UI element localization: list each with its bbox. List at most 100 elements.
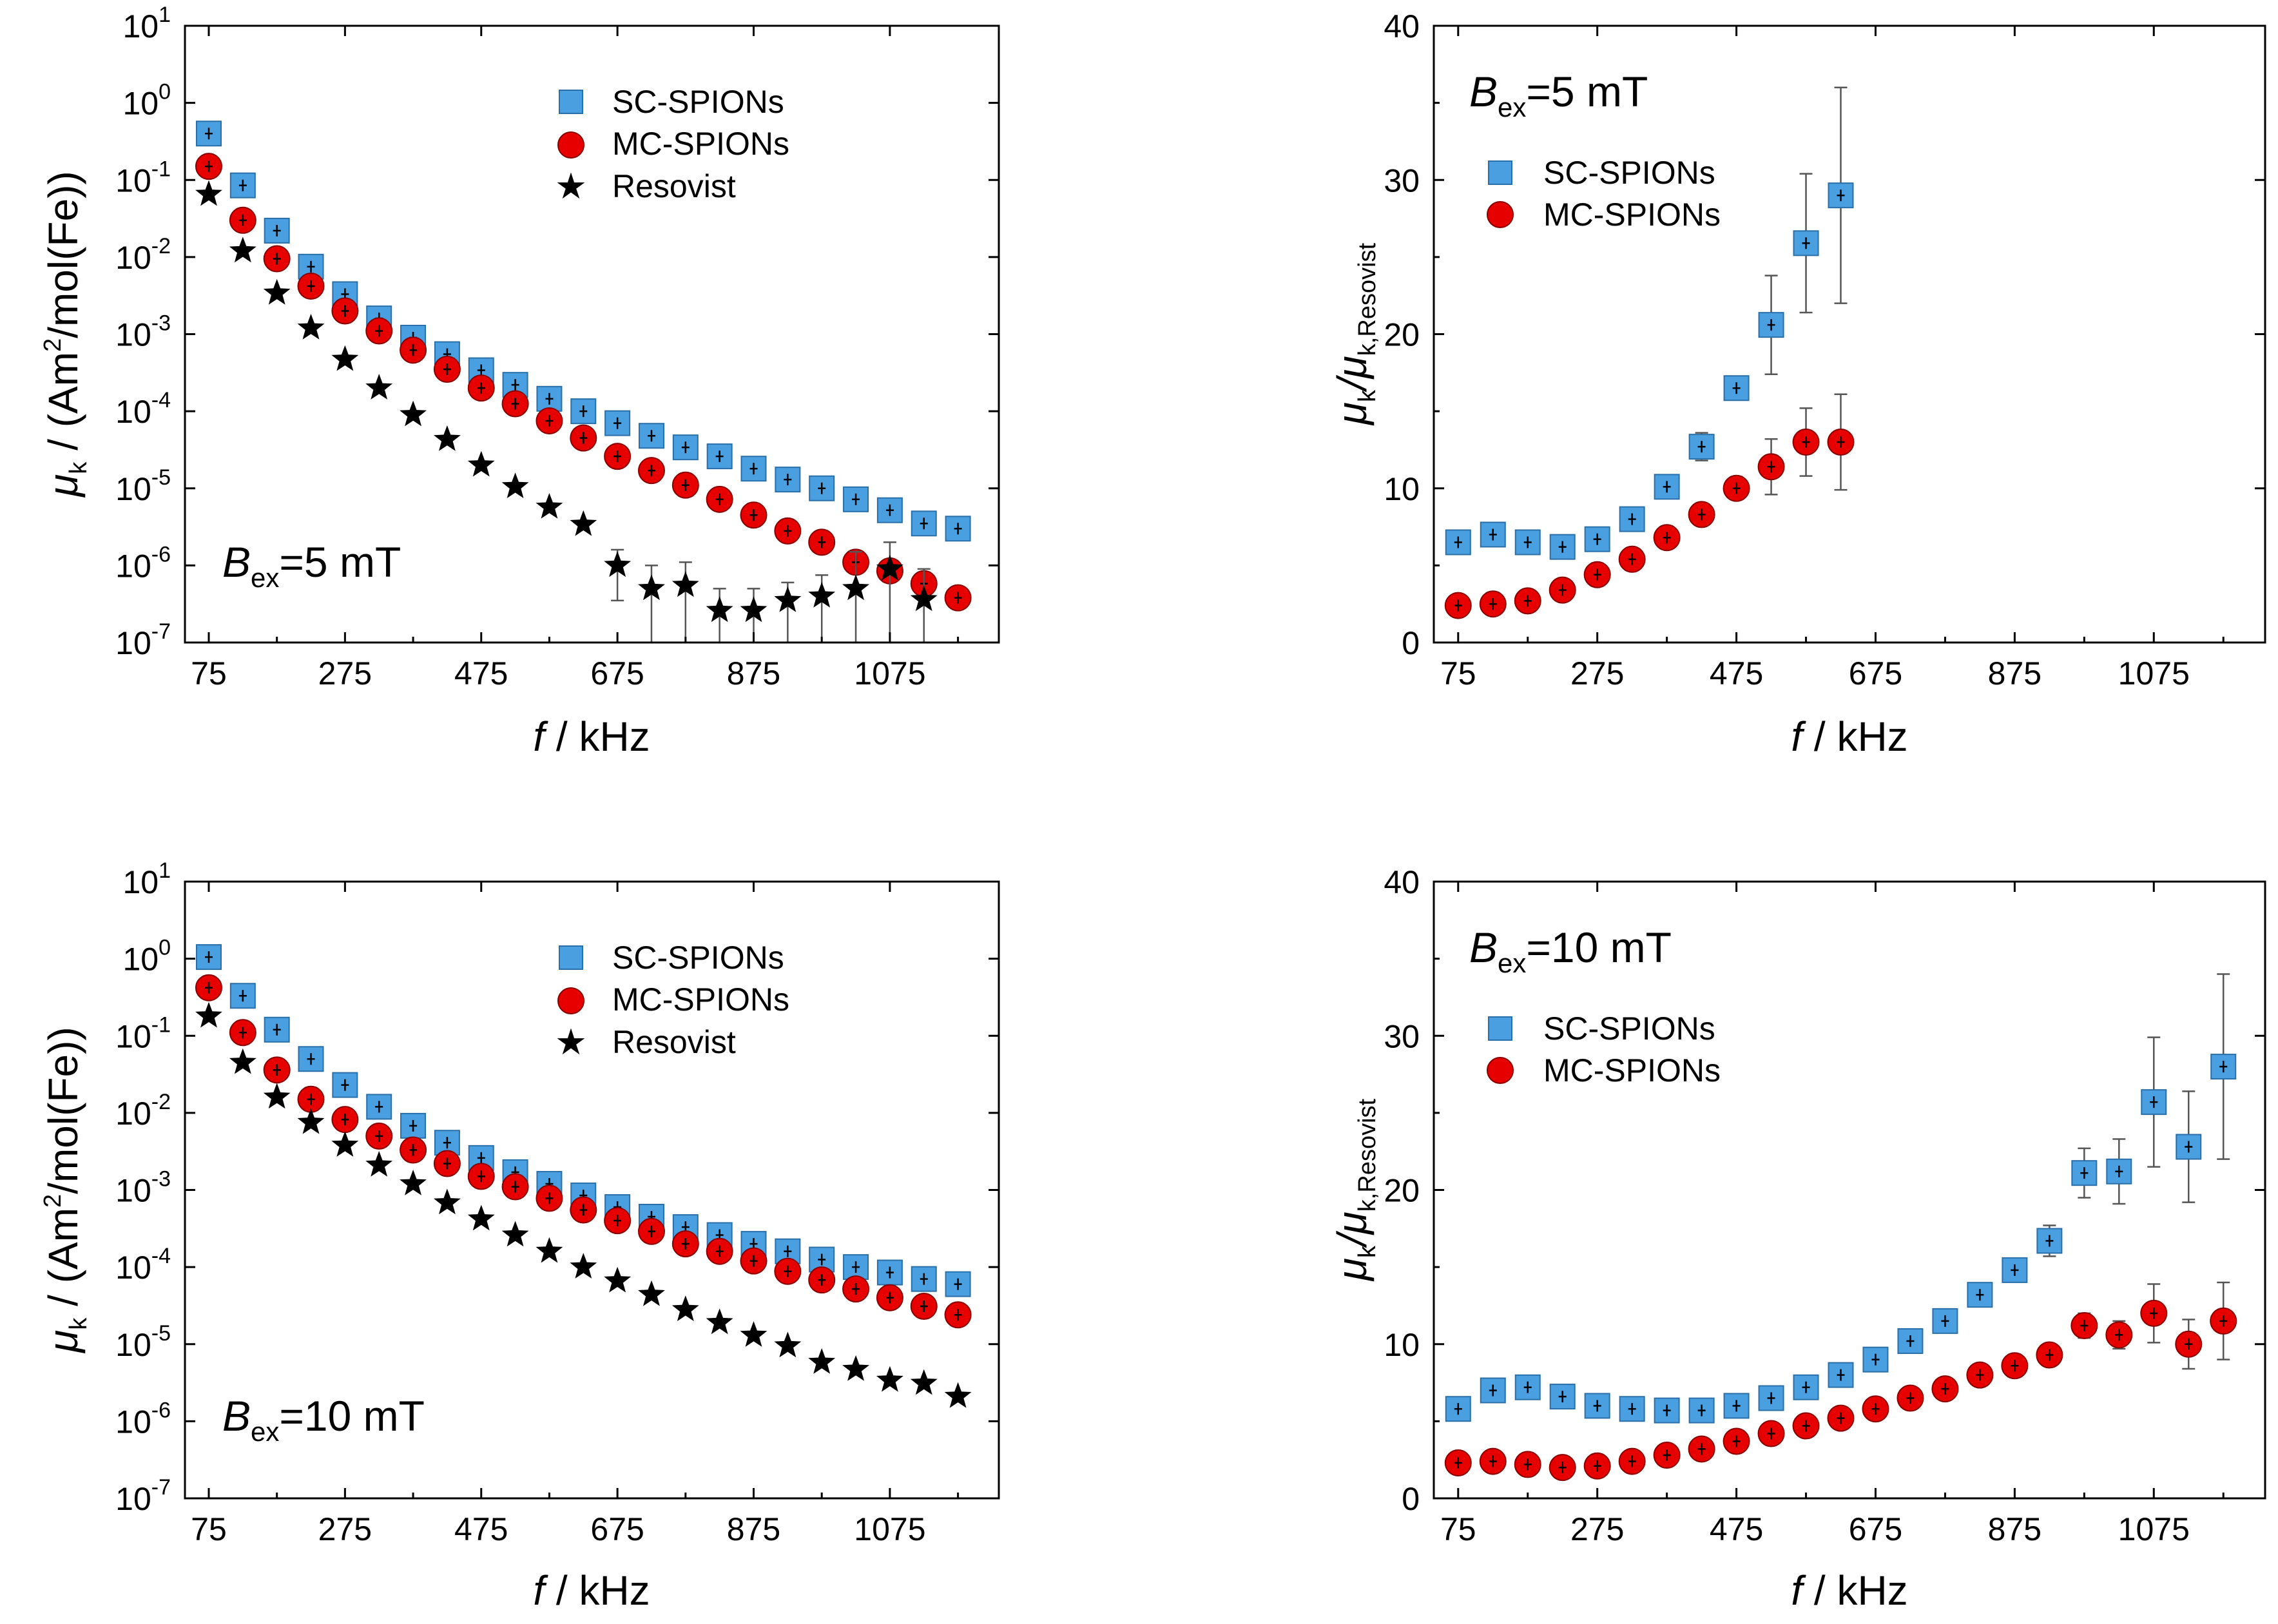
legend: SC-SPIONs MC-SPIONs xyxy=(1487,155,1721,233)
y-tick-label: 101 xyxy=(122,858,171,900)
field-annotation: Bex=5 mT xyxy=(222,538,401,593)
legend-square-marker xyxy=(559,945,583,970)
annotation-value: =10 mT xyxy=(1526,923,1672,971)
data-point-resovist xyxy=(229,1048,256,1074)
legend-label-sc: SC-SPIONs xyxy=(1543,1010,1715,1047)
data-point-resovist xyxy=(706,596,733,623)
y-tick-base: 10 xyxy=(115,317,151,353)
x-tick-label: 75 xyxy=(1440,655,1476,691)
x-tick-label: 275 xyxy=(318,655,372,691)
y-tick-base: 10 xyxy=(115,548,151,584)
y-axis-label-mid: /μ xyxy=(1329,1212,1375,1248)
x-tick-label: 875 xyxy=(1988,1511,2042,1547)
annotation-sub: ex xyxy=(251,563,279,593)
y-tick-base: 10 xyxy=(115,240,151,276)
data-point-resovist xyxy=(195,180,222,206)
data-point-resovist xyxy=(467,450,495,477)
panel-top-right-x-tick-labels: 75 275 475 675 875 1075 xyxy=(1440,655,2190,691)
legend-label-resovist: Resovist xyxy=(612,1024,736,1060)
x-tick-label: 75 xyxy=(191,655,227,691)
y-axis-label-rest: / (Am xyxy=(40,352,86,462)
y-tick-label: 40 xyxy=(1384,864,1420,900)
legend: SC-SPIONs MC-SPIONs ★ Resovist xyxy=(555,940,789,1062)
legend: SC-SPIONs MC-SPIONs ★ Resovist xyxy=(555,84,789,206)
data-point-resovist xyxy=(536,493,563,519)
annotation-sub: ex xyxy=(1498,92,1526,122)
x-tick-label: 675 xyxy=(1849,1511,1902,1547)
data-point-resovist xyxy=(604,1266,632,1293)
data-point-resovist xyxy=(434,1188,461,1215)
y-axis-label-mu: μ xyxy=(40,474,86,498)
data-point-sc xyxy=(1793,230,1819,256)
panel-bottom-right-x-tick-labels: 75 275 475 675 875 1075 xyxy=(1440,1511,2190,1547)
data-point-resovist xyxy=(638,574,665,601)
y-tick-label: 10-3 xyxy=(115,311,171,353)
panel-top-right-y-tick-labels: 0 10 20 30 40 xyxy=(1384,8,1420,661)
data-point-resovist xyxy=(536,1237,563,1263)
panel-bottom-left-marks xyxy=(195,944,972,1408)
legend-circle-marker xyxy=(557,131,584,159)
x-tick-label: 475 xyxy=(454,655,508,691)
data-point-sc xyxy=(264,217,290,244)
y-tick-exponent: 1 xyxy=(159,858,171,883)
data-point-sc xyxy=(604,410,631,436)
legend-label-sc: SC-SPIONs xyxy=(612,940,784,976)
x-tick-label: 675 xyxy=(590,1511,644,1547)
data-point-resovist xyxy=(671,1295,699,1322)
legend-label-resovist: Resovist xyxy=(612,168,736,204)
y-tick-label: 0 xyxy=(1402,1481,1420,1517)
x-tick-label: 475 xyxy=(1710,655,1763,691)
y-tick-base: 10 xyxy=(115,625,151,661)
y-axis-label: μk / (Am2/mol(Fe)) xyxy=(39,171,92,498)
y-tick-label: 10-5 xyxy=(115,465,171,507)
x-tick-label: 875 xyxy=(727,1511,780,1547)
x-axis-label-unit: / kHz xyxy=(1802,1567,1908,1614)
data-point-resovist xyxy=(876,554,903,581)
panel-bottom-right-y-tick-labels: 0 10 20 30 40 xyxy=(1384,864,1420,1517)
legend-label-mc: MC-SPIONs xyxy=(612,126,789,162)
legend-square-marker xyxy=(559,90,583,114)
x-tick-label: 1075 xyxy=(2118,1511,2190,1547)
legend-square-marker xyxy=(1488,1016,1512,1041)
y-tick-label: 101 xyxy=(122,3,171,44)
y-tick-base: 10 xyxy=(115,162,151,198)
data-point-resovist xyxy=(400,400,427,427)
data-point-resovist xyxy=(570,1253,597,1279)
data-point-resovist xyxy=(774,586,802,612)
y-axis-label-end: /mol(Fe)) xyxy=(40,1027,86,1194)
y-tick-label: 10-6 xyxy=(115,1398,171,1440)
data-point-resovist xyxy=(774,1331,802,1358)
y-tick-label: 10-1 xyxy=(115,157,171,198)
y-axis-label-sub2: k,Resovist xyxy=(1354,1098,1381,1212)
annotation-b: B xyxy=(1469,923,1498,971)
x-tick-label: 475 xyxy=(454,1511,508,1547)
y-tick-label: 100 xyxy=(122,936,171,978)
y-tick-exponent: -1 xyxy=(151,1012,171,1037)
x-tick-label: 75 xyxy=(1440,1511,1476,1547)
y-tick-label: 10-3 xyxy=(115,1167,171,1209)
x-axis-label: f / kHz xyxy=(533,713,650,760)
x-tick-label: 875 xyxy=(1988,655,2042,691)
legend-label-mc: MC-SPIONs xyxy=(612,981,789,1018)
y-axis-label-sup: 2 xyxy=(39,338,66,352)
annotation-b: B xyxy=(222,538,251,586)
y-axis-label-sub: k xyxy=(65,1317,92,1330)
data-point-resovist xyxy=(263,278,291,305)
y-axis-label-mu: μ xyxy=(1329,1258,1375,1282)
y-tick-label: 0 xyxy=(1402,625,1420,661)
legend-label-sc: SC-SPIONs xyxy=(612,84,784,120)
data-point-resovist xyxy=(331,345,359,371)
y-tick-exponent: -5 xyxy=(151,1321,171,1346)
data-point-resovist xyxy=(365,1151,393,1177)
x-tick-label: 475 xyxy=(1710,1511,1763,1547)
y-tick-label: 30 xyxy=(1384,162,1420,198)
y-tick-label: 10-7 xyxy=(115,619,171,661)
y-tick-exponent: -3 xyxy=(151,311,171,336)
legend-label-mc: MC-SPIONs xyxy=(1543,1052,1721,1088)
legend-circle-marker xyxy=(557,987,584,1014)
data-point-resovist xyxy=(876,1366,903,1392)
